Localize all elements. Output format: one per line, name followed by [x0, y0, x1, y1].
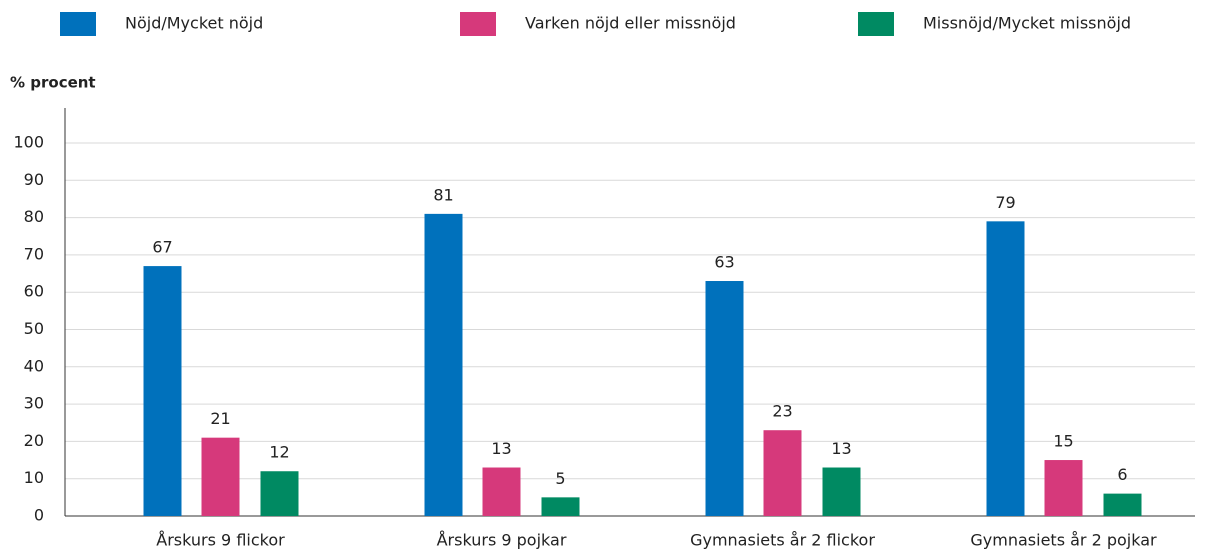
- y-tick-label: 80: [24, 207, 44, 226]
- value-label: 63: [714, 253, 734, 272]
- legend-label: Missnöjd/Mycket missnöjd: [923, 14, 1131, 33]
- value-label: 6: [1117, 465, 1127, 484]
- x-tick-label: Årskurs 9 flickor: [156, 531, 285, 550]
- bar: [424, 213, 463, 516]
- bar: [201, 437, 240, 516]
- y-tick-label: 30: [24, 394, 44, 413]
- x-tick-label: Gymnasiets år 2 pojkar: [970, 531, 1157, 550]
- legend-label: Nöjd/Mycket nöjd: [125, 14, 263, 33]
- bar: [482, 467, 521, 516]
- bar: [763, 430, 802, 516]
- y-tick-label: 20: [24, 431, 44, 450]
- bar: [822, 467, 861, 516]
- x-tick-label: Årskurs 9 pojkar: [437, 531, 567, 550]
- y-tick-label: 50: [24, 319, 44, 338]
- y-tick-label: 90: [24, 170, 44, 189]
- bar: [1103, 493, 1142, 516]
- legend-label: Varken nöjd eller missnöjd: [525, 14, 736, 33]
- legend-swatch: [460, 12, 496, 36]
- value-label: 81: [433, 185, 453, 204]
- bar: [705, 281, 744, 516]
- value-label: 79: [995, 193, 1015, 212]
- bar: [143, 266, 182, 516]
- value-label: 21: [210, 409, 230, 428]
- legend-swatch: [60, 12, 96, 36]
- y-tick-label: 70: [24, 244, 44, 263]
- value-label: 5: [555, 469, 565, 488]
- y-tick-label: 40: [24, 356, 44, 375]
- value-label: 15: [1053, 432, 1073, 451]
- y-tick-label: 0: [34, 506, 44, 525]
- bar: [541, 497, 580, 516]
- bar: [986, 221, 1025, 516]
- value-label: 23: [772, 402, 792, 421]
- bar: [1044, 460, 1083, 516]
- value-label: 12: [269, 443, 289, 462]
- y-tick-label: 10: [24, 468, 44, 487]
- value-label: 13: [491, 439, 511, 458]
- y-tick-label: 100: [13, 133, 44, 152]
- x-tick-label: Gymnasiets år 2 flickor: [690, 531, 875, 550]
- value-label: 13: [831, 439, 851, 458]
- y-axis-label: % procent: [10, 74, 96, 92]
- y-tick-label: 60: [24, 282, 44, 301]
- bar: [260, 471, 299, 516]
- legend-swatch: [858, 12, 894, 36]
- value-label: 67: [152, 238, 172, 257]
